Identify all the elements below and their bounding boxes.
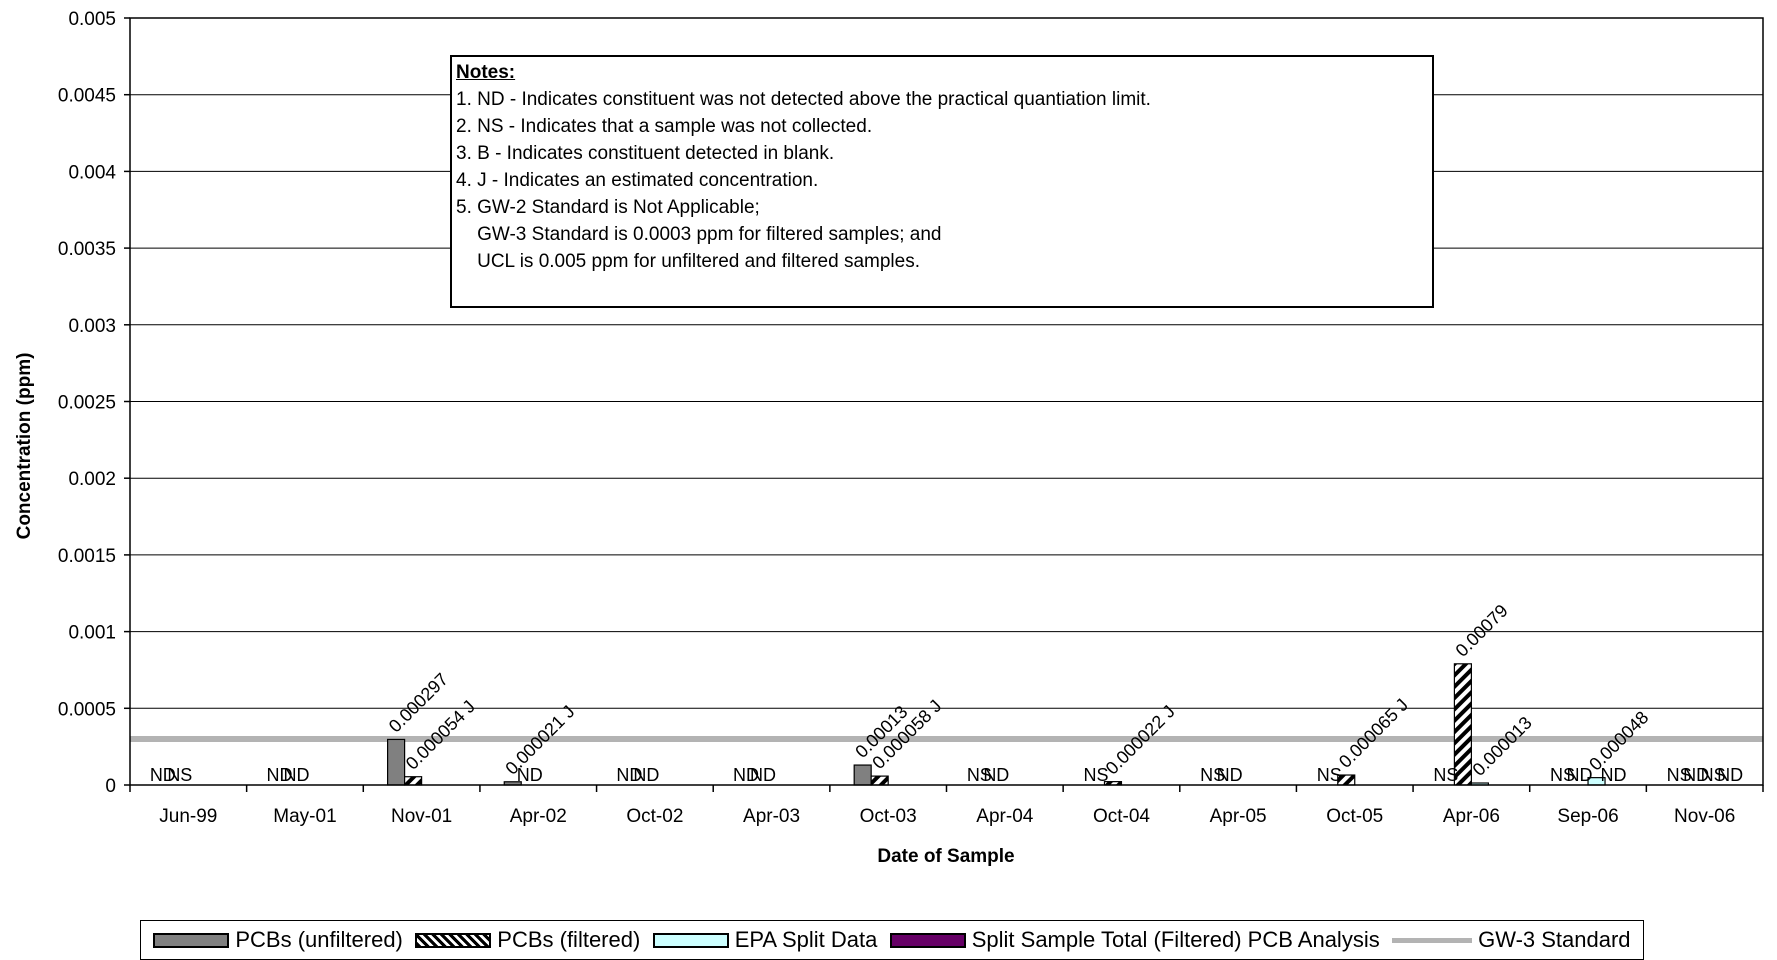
data-label: ND [1217, 765, 1243, 785]
legend-item-pcbs-filtered: PCBs (filtered) [415, 927, 640, 953]
data-label: 0.000013 [1469, 713, 1536, 780]
data-label: NS [1701, 765, 1726, 785]
data-label: ND [633, 765, 659, 785]
bar [387, 738, 406, 786]
legend-label: EPA Split Data [734, 927, 878, 952]
x-tick-label: Sep-06 [1557, 806, 1618, 827]
y-tick-label: 0.0045 [58, 86, 116, 107]
data-label: ND [283, 765, 309, 785]
data-label: ND [733, 765, 759, 785]
data-label: ND [150, 765, 176, 785]
notes-line: 3. B - Indicates constituent detected in… [456, 143, 835, 164]
notes-line: GW-3 Standard is 0.0003 ppm for filtered… [456, 224, 942, 245]
data-label: NS [967, 765, 992, 785]
x-tick-label: May-01 [273, 806, 336, 827]
y-tick-label: 0.004 [68, 162, 116, 183]
legend-swatch-unfiltered [153, 932, 230, 948]
x-tick-label: Apr-05 [1210, 806, 1267, 827]
x-tick-label: Oct-05 [1326, 806, 1383, 827]
y-tick-label: 0.0035 [58, 239, 116, 260]
y-tick-label: 0.0015 [58, 546, 116, 567]
data-label: ND [1683, 765, 1709, 785]
y-tick-label: 0.005 [68, 9, 116, 30]
x-tick-label: Apr-03 [743, 806, 800, 827]
y-tick-label: 0.001 [68, 623, 116, 644]
legend-label: PCBs (unfiltered) [235, 927, 403, 952]
bar [404, 776, 423, 786]
legend: PCBs (unfiltered) PCBs (filtered) EPA Sp… [140, 920, 1644, 960]
legend-item-pcbs-unfiltered: PCBs (unfiltered) [153, 927, 403, 953]
legend-swatch-split [889, 932, 966, 948]
x-tick-label: Nov-01 [391, 806, 452, 827]
x-tick-label: Apr-04 [976, 806, 1033, 827]
data-label: NS [1083, 765, 1108, 785]
data-label: NS [1200, 765, 1225, 785]
legend-label: Split Sample Total (Filtered) PCB Analys… [971, 927, 1380, 952]
notes-line: 1. ND - Indicates constituent was not de… [456, 89, 1151, 110]
y-tick-label: 0.003 [68, 316, 116, 337]
legend-label: PCBs (filtered) [497, 927, 641, 952]
notes-line: 2. NS - Indicates that a sample was not … [456, 116, 873, 137]
legend-item-split-sample: Split Sample Total (Filtered) PCB Analys… [889, 927, 1380, 953]
data-label: ND [983, 765, 1009, 785]
x-tick-label: Oct-02 [626, 806, 683, 827]
legend-item-gw3-standard: GW-3 Standard [1392, 927, 1631, 953]
data-label: ND [266, 765, 292, 785]
data-label: NS [1433, 765, 1458, 785]
x-tick-label: Apr-06 [1443, 806, 1500, 827]
y-tick-label: 0.0025 [58, 393, 116, 414]
y-axis-title: Concentration (ppm) [14, 353, 35, 540]
bar [853, 764, 872, 786]
notes-title: Notes: [456, 62, 516, 83]
notes-line: 4. J - Indicates an estimated concentrat… [456, 170, 819, 191]
legend-swatch-epa [652, 932, 729, 948]
data-label: ND [1601, 765, 1627, 785]
bar [870, 775, 889, 786]
legend-swatch-gw3 [1392, 937, 1473, 943]
data-label: NS [1550, 765, 1575, 785]
x-tick-label: Oct-04 [1093, 806, 1150, 827]
legend-item-epa-split: EPA Split Data [652, 927, 878, 953]
data-label: NS [1317, 765, 1342, 785]
data-label: ND [517, 765, 543, 785]
data-label: ND [750, 765, 776, 785]
data-label: 0.000065 J [1335, 695, 1412, 772]
data-label: ND [1717, 765, 1743, 785]
legend-label: GW-3 Standard [1478, 927, 1631, 952]
notes-line: UCL is 0.005 ppm for unfiltered and filt… [456, 251, 920, 272]
x-tick-label: Jun-99 [159, 806, 217, 827]
x-tick-label: Oct-03 [860, 806, 917, 827]
data-label: ND [616, 765, 642, 785]
notes-box: Notes: 1. ND - Indicates constituent was… [450, 55, 1434, 308]
data-label: NS [167, 765, 192, 785]
data-label: 0.00079 [1452, 600, 1512, 660]
x-axis-title: Date of Sample [877, 846, 1014, 867]
data-label: NS [1667, 765, 1692, 785]
y-tick-label: 0.0005 [58, 699, 116, 720]
x-tick-label: Nov-06 [1674, 806, 1735, 827]
data-label: ND [1567, 765, 1593, 785]
y-tick-label: 0 [105, 776, 116, 797]
y-tick-label: 0.002 [68, 469, 116, 490]
notes-line: 5. GW-2 Standard is Not Applicable; [456, 197, 760, 218]
legend-swatch-filtered [415, 932, 492, 948]
x-tick-label: Apr-02 [510, 806, 567, 827]
